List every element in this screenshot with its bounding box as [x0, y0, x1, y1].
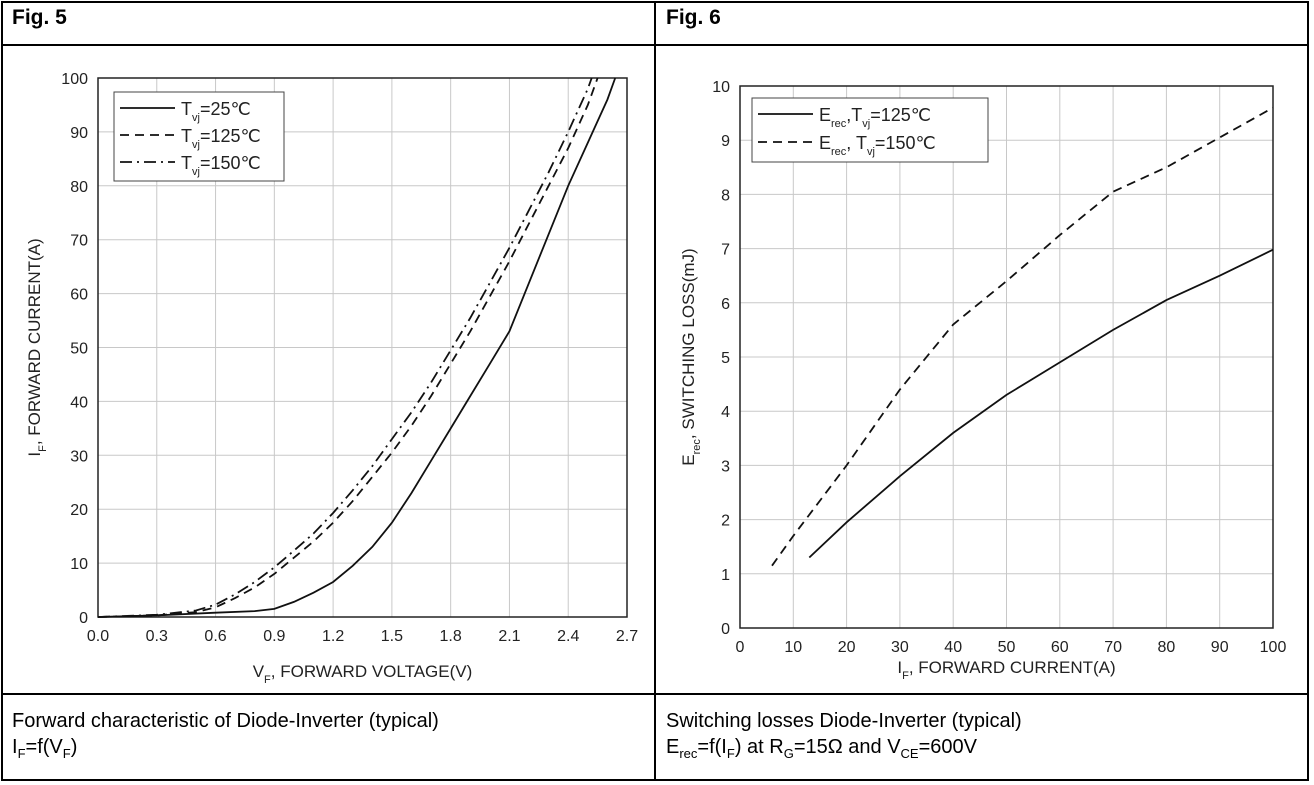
fig6-legend-box	[751, 97, 989, 163]
fig6-xtick-label: 10	[784, 639, 802, 656]
fig5-ytick-label: 20	[70, 502, 88, 519]
fig6-xtick-label: 30	[891, 639, 909, 656]
fig5-xtick-label: 0.6	[204, 628, 226, 645]
fig5-xtick-label: 2.4	[557, 628, 579, 645]
fig5-xtick-label: 1.8	[440, 628, 462, 645]
fig6-x-axis-label: IF, FORWARD CURRENT(A)	[897, 658, 1115, 682]
fig6-plot-area	[739, 85, 1274, 629]
fig6-xtick-label: 50	[998, 639, 1016, 656]
fig5-xtick-label: 2.7	[616, 628, 638, 645]
fig5-ytick-label: 40	[70, 394, 88, 411]
fig6-xtick-label: 20	[838, 639, 856, 656]
fig5-ytick-label: 70	[70, 233, 88, 250]
fig5-xtick-label: 0.3	[146, 628, 168, 645]
fig6-caption-line2: Erec=f(IF) at RG=15Ω and VCE=600V	[666, 736, 977, 761]
fig6-legend-label: Erec, Tvj=150℃	[819, 133, 936, 158]
fig5-xtick-label: 0.9	[263, 628, 285, 645]
fig5-caption-line2: IF=f(VF)	[12, 736, 78, 761]
fig6-xtick-label: 40	[944, 639, 962, 656]
fig6-ytick-label: 2	[721, 513, 730, 530]
fig6-ytick-label: 10	[712, 79, 730, 96]
fig6-ytick-label: 8	[721, 187, 730, 204]
fig5-ytick-label: 60	[70, 287, 88, 304]
fig5-legend-label: Tvj=25℃	[181, 99, 251, 124]
fig6-y-axis-label: Erec, SWITCHING LOSS(mJ)	[679, 248, 703, 465]
fig5-ytick-label: 100	[61, 71, 88, 88]
fig5-ytick-label: 10	[70, 556, 88, 573]
fig5-y-axis-label: IF, FORWARD CURRENT(A)	[25, 238, 49, 456]
fig6-ytick-label: 6	[721, 296, 730, 313]
fig5-legend-box	[113, 91, 285, 182]
fig6-ytick-label: 3	[721, 458, 730, 475]
fig6-ytick-label: 9	[721, 133, 730, 150]
fig5-xtick-label: 0.0	[87, 628, 109, 645]
fig6-legend: Erec,Tvj=125℃ Erec, Tvj=150℃	[751, 97, 989, 163]
fig6-xtick-label: 80	[1158, 639, 1176, 656]
header-divider	[1, 44, 1309, 46]
caption-divider	[1, 693, 1309, 695]
fig6-ytick-label: 1	[721, 567, 730, 584]
column-divider	[654, 1, 656, 781]
fig5-ytick-label: 50	[70, 341, 88, 358]
fig5-title: Fig. 5	[12, 6, 67, 29]
fig6-xtick-label: 70	[1104, 639, 1122, 656]
fig6-xtick-label: 90	[1211, 639, 1229, 656]
fig6-series-1-line	[771, 106, 1274, 567]
fig6-ytick-label: 5	[721, 350, 730, 367]
fig6-ytick-label: 4	[721, 404, 730, 421]
fig5-plot-area	[97, 77, 628, 618]
fig5-series-2-line	[97, 77, 593, 618]
fig6-series-0-line	[808, 248, 1274, 559]
fig6-chart: 0 10 20 30 40 50 60 70 80 90 100 0 1 2 3 4 5 6 7 8 9 10 Erec,T…	[679, 79, 1286, 682]
fig6-xtick-label: 100	[1260, 639, 1287, 656]
fig5-ytick-label: 0	[79, 610, 88, 627]
fig5-legend-label: Tvj=125℃	[181, 126, 261, 151]
fig5-xtick-label: 2.1	[498, 628, 520, 645]
fig5-series-1-line	[97, 77, 599, 618]
fig5-ytick-label: 80	[70, 179, 88, 196]
fig6-caption-line1: Switching losses Diode-Inverter (typical…	[666, 710, 1022, 732]
fig5-x-axis-label: VF, FORWARD VOLTAGE(V)	[253, 662, 473, 686]
fig5-legend-label: Tvj=150℃	[181, 153, 261, 178]
fig5-ytick-label: 90	[70, 125, 88, 142]
fig5-ytick-label: 30	[70, 448, 88, 465]
fig6-ytick-label: 0	[721, 621, 730, 638]
fig5-xtick-label: 1.2	[322, 628, 344, 645]
fig5-xtick-label: 1.5	[381, 628, 403, 645]
fig6-ytick-label: 7	[721, 242, 730, 259]
fig5-chart: 0.0 0.3 0.6 0.9 1.2 1.5 1.8 2.1 2.4 2.7 0 10 20 30 40 5…	[25, 71, 638, 686]
fig5-caption-line1: Forward characteristic of Diode-Inverter…	[12, 710, 439, 732]
fig6-title: Fig. 6	[666, 6, 721, 29]
fig6-legend-label: Erec,Tvj=125℃	[819, 105, 931, 130]
fig5-caption: Forward characteristic of Diode-Inverter…	[12, 708, 439, 767]
fig6-caption: Switching losses Diode-Inverter (typical…	[666, 708, 1022, 767]
fig5-series-0-line	[97, 77, 617, 618]
fig6-xtick-label: 60	[1051, 639, 1069, 656]
fig6-xtick-label: 0	[736, 639, 745, 656]
